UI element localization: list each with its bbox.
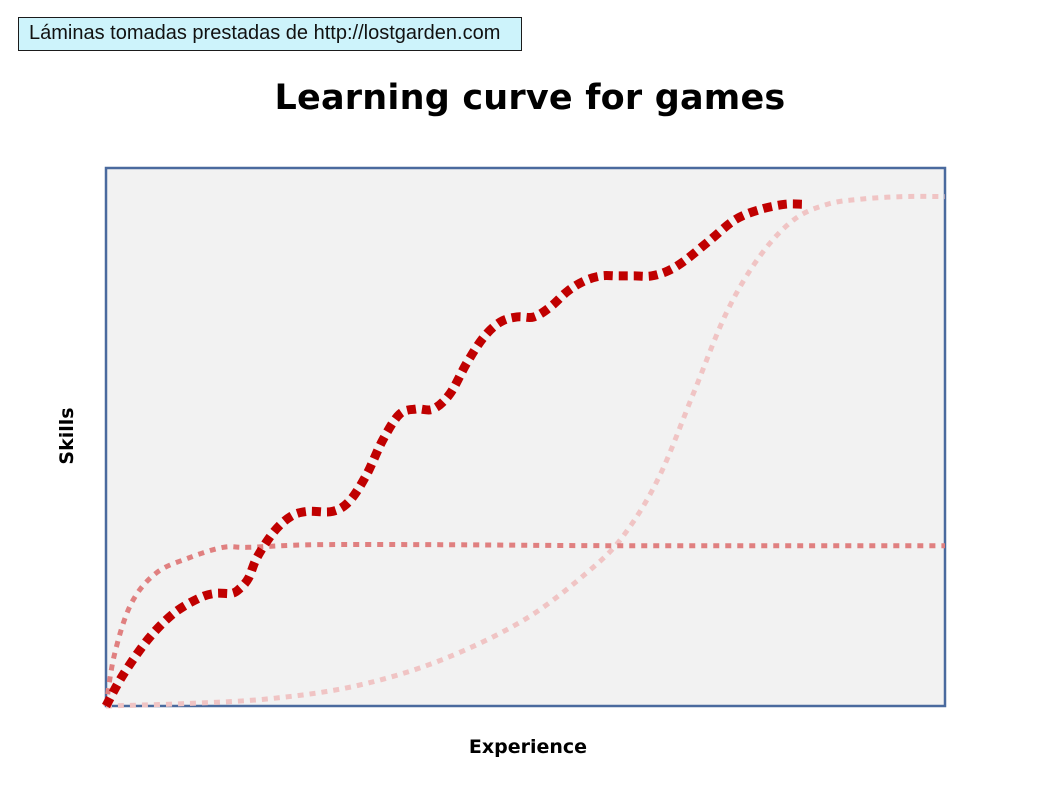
series-layer — [102, 193, 946, 709]
credit-note: Láminas tomadas prestadas de http://lost… — [18, 17, 522, 51]
x-axis-label: Experience — [469, 736, 587, 758]
series-line-1 — [102, 199, 803, 709]
y-axis-label: Skills — [56, 407, 78, 464]
chart-title: Learning curve for games — [274, 78, 786, 118]
plot-area — [104, 166, 947, 708]
series-line-3 — [105, 193, 946, 709]
series-line-2 — [103, 541, 945, 707]
